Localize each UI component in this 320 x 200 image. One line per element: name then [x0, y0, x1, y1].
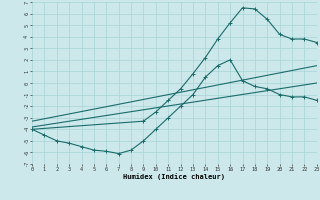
X-axis label: Humidex (Indice chaleur): Humidex (Indice chaleur): [124, 173, 225, 180]
